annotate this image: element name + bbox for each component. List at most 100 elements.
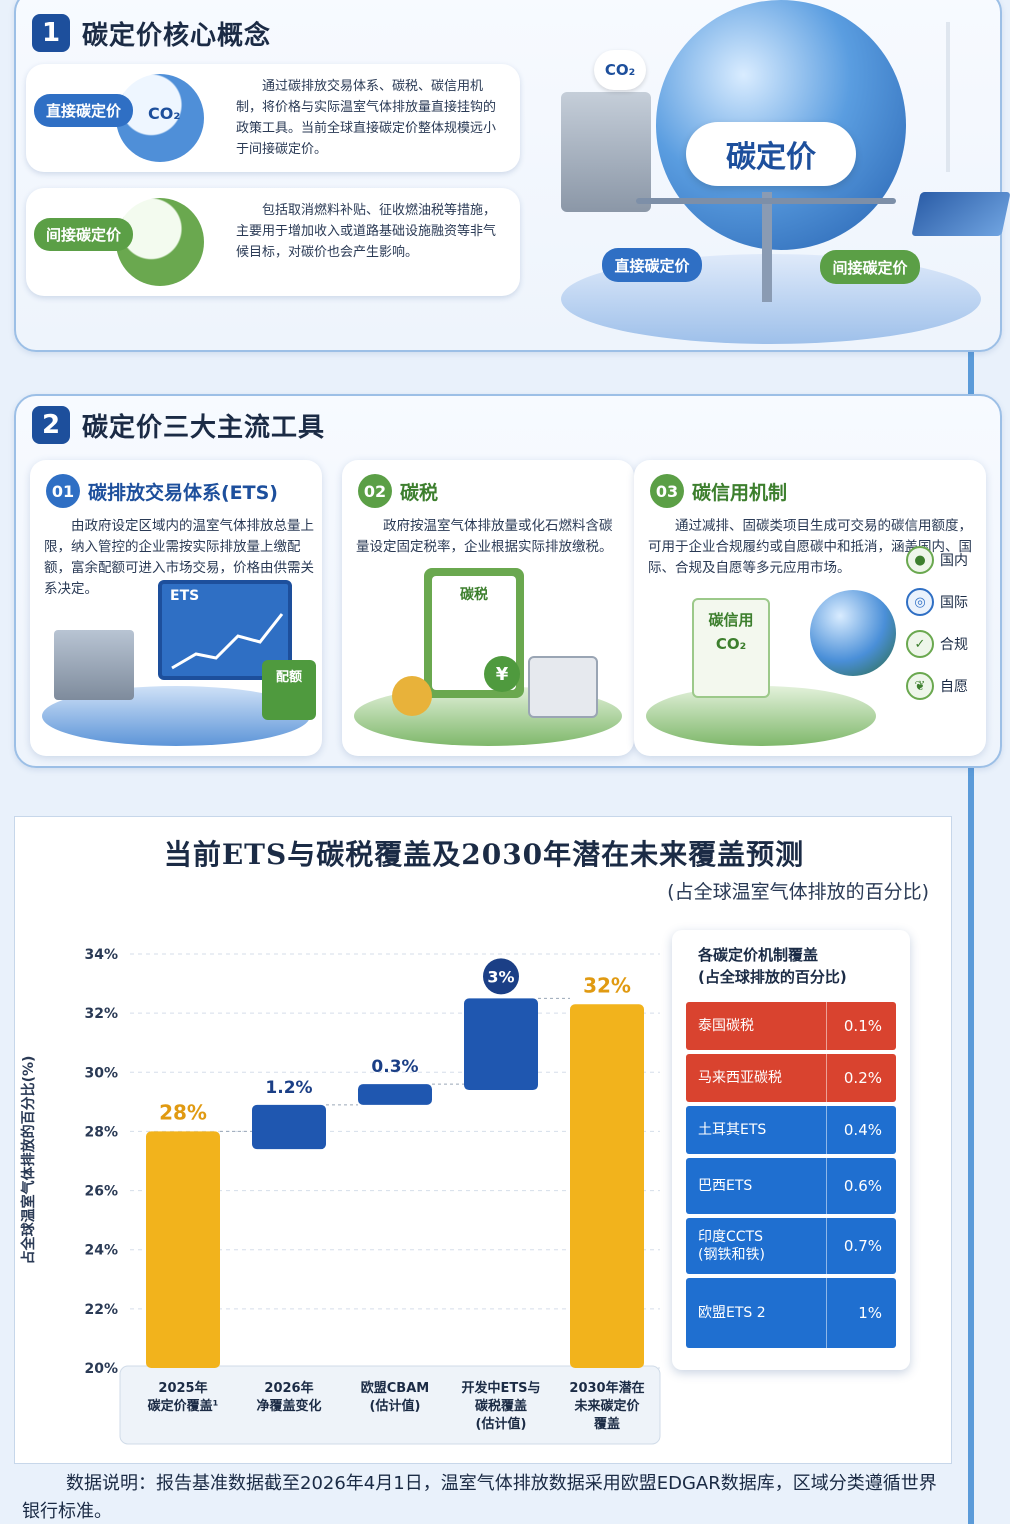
- section-2-title: 碳定价三大主流工具: [82, 412, 326, 443]
- section-1-number: 1: [32, 14, 70, 52]
- breakdown-title-line: 各碳定价机制覆盖: [698, 946, 819, 964]
- breakdown-mechanism-name: 印度CCTS (钢铁和铁): [698, 1229, 765, 1263]
- indirect-pricing-text: 包括取消燃料补贴、征收燃油税等措施，主要用于增加收入或道路基础设施融资等非气候目…: [236, 203, 497, 260]
- co2-bubble: CO₂: [594, 50, 646, 90]
- breakdown-row: 欧盟ETS 2 1%: [686, 1278, 896, 1348]
- yuan-icon: ¥: [484, 656, 520, 692]
- market-tag-international: ◎ 国际: [906, 588, 968, 616]
- tool-text: 通过减排、固碳类项目生成可交易的碳信用额度，可用于企业合规履约或自愿碳中和抵消，…: [648, 518, 972, 576]
- scale-post: [762, 192, 772, 302]
- waterfall-bar: [464, 998, 538, 1091]
- waterfall-bar: [358, 1084, 432, 1105]
- tool-card-carbon-tax: 02 碳税 政府按温室气体排放量或化石燃料含碳量设定固定税率，企业根据实际排放缴…: [342, 460, 634, 756]
- breakdown-value: 0.6%: [826, 1158, 896, 1214]
- x-category-label: (估计值): [476, 1416, 527, 1432]
- tool-title: 碳排放交易体系(ETS): [88, 482, 278, 504]
- x-category-label: 净覆盖变化: [256, 1398, 321, 1414]
- y-tick-label: 34%: [84, 947, 118, 963]
- allowance-badge: 配额: [262, 660, 316, 720]
- tool-card-ets: 01 碳排放交易体系(ETS) 由政府设定区域内的温室气体排放总量上限，纳入管控…: [30, 460, 322, 756]
- tool-title: 碳税: [400, 482, 439, 504]
- y-tick-label: 32%: [84, 1006, 118, 1022]
- tool-card-carbon-credit: 03 碳信用机制 通过减排、固碳类项目生成可交易的碳信用额度，可用于企业合规履约…: [634, 460, 986, 756]
- globe-icon: [810, 590, 896, 676]
- scale-pan-direct: 直接碳定价: [602, 248, 702, 282]
- breakdown-mechanism-name: 马来西亚碳税: [698, 1070, 782, 1086]
- breakdown-value: 1%: [826, 1278, 896, 1348]
- scale-pan-indirect: 间接碳定价: [820, 250, 920, 284]
- globe-small-icon: ◎: [906, 588, 934, 616]
- indirect-pricing-card: 间接碳定价 包括取消燃料补贴、征收燃油税等措施，主要用于增加收入或道路基础设施融…: [26, 188, 520, 296]
- ets-screen-label: ETS: [170, 588, 200, 604]
- y-tick-label: 22%: [84, 1302, 118, 1318]
- value-badge: [483, 958, 519, 995]
- tool-title: 碳信用机制: [692, 482, 788, 504]
- breakdown-mechanism-name: 巴西ETS: [698, 1178, 753, 1194]
- x-category-label: 覆盖: [594, 1416, 620, 1432]
- waterfall-bar: [146, 1131, 220, 1368]
- y-axis-label: 占全球温室气体排放的百分比(%): [21, 1055, 37, 1265]
- indirect-pricing-label: 间接碳定价: [34, 218, 134, 251]
- y-tick-label: 24%: [84, 1243, 118, 1259]
- x-category-label: 碳税覆盖: [475, 1398, 527, 1414]
- tool-number: 02: [358, 474, 392, 508]
- x-category-label: 2026年: [264, 1380, 313, 1396]
- chart-title: 当前ETS与碳税覆盖及2030年潜在未来覆盖预测: [163, 838, 805, 871]
- x-category-label: 2030年潜在: [569, 1380, 644, 1396]
- breakdown-row: 土耳其ETS 0.4%: [686, 1106, 896, 1154]
- x-category-label: 开发中ETS与: [461, 1380, 540, 1396]
- data-label: 32%: [583, 973, 631, 997]
- tool-text: 政府按温室气体排放量或化石燃料含碳量设定固定税率，企业根据实际排放缴税。: [356, 518, 613, 555]
- market-tag-voluntary: ❦ 自愿: [906, 672, 968, 700]
- breakdown-row: 泰国碳税 0.1%: [686, 1002, 896, 1050]
- direct-pricing-text: 通过碳排放交易体系、碳税、碳信用机制，将价格与实际温室气体排放量直接挂钩的政策工…: [236, 79, 497, 157]
- tool-text: 由政府设定区域内的温室气体排放总量上限，纳入管控的企业需按实际排放量上缴配额，富…: [44, 518, 314, 597]
- breakdown-title-line: (占全球排放的百分比): [698, 968, 847, 986]
- section-connector-line: [968, 350, 974, 1524]
- carbon-credit-card-co2: CO₂: [715, 635, 747, 653]
- breakdown-value: 0.2%: [826, 1054, 896, 1102]
- breakdown-row: 马来西亚碳税 0.2%: [686, 1054, 896, 1102]
- coverage-breakdown-card: 各碳定价机制覆盖 (占全球排放的百分比) 泰国碳税 0.1% 马来西亚碳税 0.2% 土耳…: [672, 930, 910, 1370]
- check-icon: ✓: [906, 630, 934, 658]
- solar-panel-icon: [911, 192, 1010, 236]
- factory-icon: [561, 92, 651, 212]
- y-tick-label: 20%: [84, 1361, 118, 1377]
- scale-beam: [636, 198, 896, 204]
- leaf-icon: ❦: [906, 672, 934, 700]
- waterfall-bar: [252, 1104, 326, 1150]
- carbon-credit-card-icon: 碳信用 CO₂: [692, 598, 770, 698]
- waterfall-bar: [570, 1004, 644, 1368]
- section-1-title: 碳定价核心概念: [82, 20, 272, 51]
- breakdown-row: 巴西ETS 0.6%: [686, 1158, 896, 1214]
- data-label: 28%: [159, 1100, 207, 1124]
- x-category-label: 未来碳定价: [573, 1398, 640, 1414]
- carbon-pricing-cloud: 碳定价: [686, 122, 856, 186]
- market-tag-compliance: ✓ 合规: [906, 630, 968, 658]
- y-tick-label: 26%: [84, 1184, 118, 1200]
- section-1-panel: 1 碳定价核心概念 CO₂ 直接碳定价 通过碳排放交易体系、碳税、碳信用机制，将…: [14, 0, 1010, 352]
- x-category-label: 碳定价覆盖¹: [148, 1398, 219, 1414]
- tag-label: 国际: [940, 595, 968, 611]
- breakdown-value: 0.7%: [826, 1218, 896, 1274]
- breakdown-row: 印度CCTS (钢铁和铁) 0.7%: [686, 1218, 896, 1274]
- breakdown-value: 0.1%: [826, 1002, 896, 1050]
- factory-icon: [54, 630, 134, 700]
- section-2-number: 2: [32, 406, 70, 444]
- breakdown-mechanism-name: 土耳其ETS: [698, 1122, 767, 1138]
- tag-label: 国内: [940, 553, 968, 569]
- y-tick-label: 30%: [84, 1065, 118, 1081]
- section-1-header: 1 碳定价核心概念: [32, 14, 271, 52]
- section-2-header: 2 碳定价三大主流工具: [32, 406, 325, 444]
- data-label: 0.3%: [371, 1057, 418, 1077]
- tool-number: 03: [650, 474, 684, 508]
- y-tick-label: 28%: [84, 1124, 118, 1140]
- direct-pricing-label: 直接碳定价: [34, 94, 134, 127]
- data-label: 3%: [487, 967, 514, 986]
- breakdown-title: 各碳定价机制覆盖 (占全球排放的百分比): [698, 944, 847, 988]
- co2-icon-text: CO₂: [148, 104, 181, 123]
- breakdown-value: 0.4%: [826, 1106, 896, 1154]
- tag-label: 合规: [940, 637, 968, 653]
- direct-pricing-card: CO₂ 直接碳定价 通过碳排放交易体系、碳税、碳信用机制，将价格与实际温室气体排…: [26, 64, 520, 172]
